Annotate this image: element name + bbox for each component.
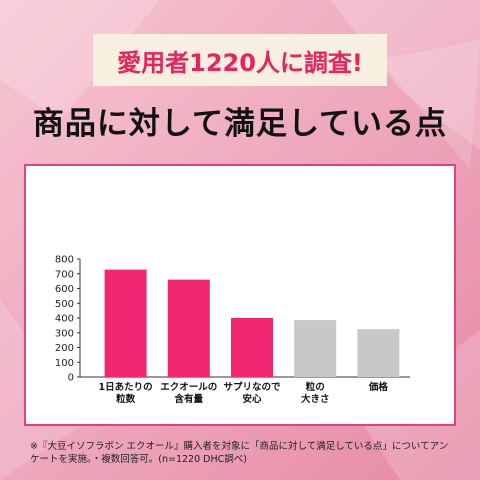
y-tick-label: 100 (55, 358, 74, 369)
y-tick-label: 300 (55, 328, 74, 339)
bar (104, 269, 147, 377)
x-tick-label: 大きさ (301, 393, 330, 405)
chart-title: 商品に対して満足している点 (32, 106, 448, 142)
x-tick-label: 価格 (368, 381, 389, 393)
y-tick-label: 800 (55, 255, 74, 266)
y-tick-label: 700 (55, 269, 74, 280)
y-tick-label: 400 (55, 314, 74, 325)
x-tick-label: 粒数 (116, 393, 136, 405)
bar (294, 320, 337, 377)
x-tick-label: 1日あたりの (99, 381, 153, 393)
x-tick-label: サプリなので (223, 381, 281, 393)
y-tick-label: 600 (55, 284, 74, 295)
bar (167, 279, 210, 377)
bar (231, 318, 273, 377)
banner: 愛用者1220人に調査! (93, 34, 387, 86)
x-tick-label: 安心 (242, 393, 262, 405)
y-tick-label: 200 (55, 343, 74, 354)
bar (357, 329, 400, 377)
chart-panel (24, 164, 456, 426)
x-tick-label: エクオールの (160, 382, 217, 393)
footnote: ※『大豆イソフラボン エクオール』購入者を対象に「商品に対して満足している点」に… (30, 441, 449, 465)
y-tick-label: 500 (55, 299, 74, 310)
y-tick-label: 0 (68, 373, 74, 384)
x-tick-label: 含有量 (174, 393, 204, 405)
x-tick-label: 粒の (306, 381, 325, 393)
